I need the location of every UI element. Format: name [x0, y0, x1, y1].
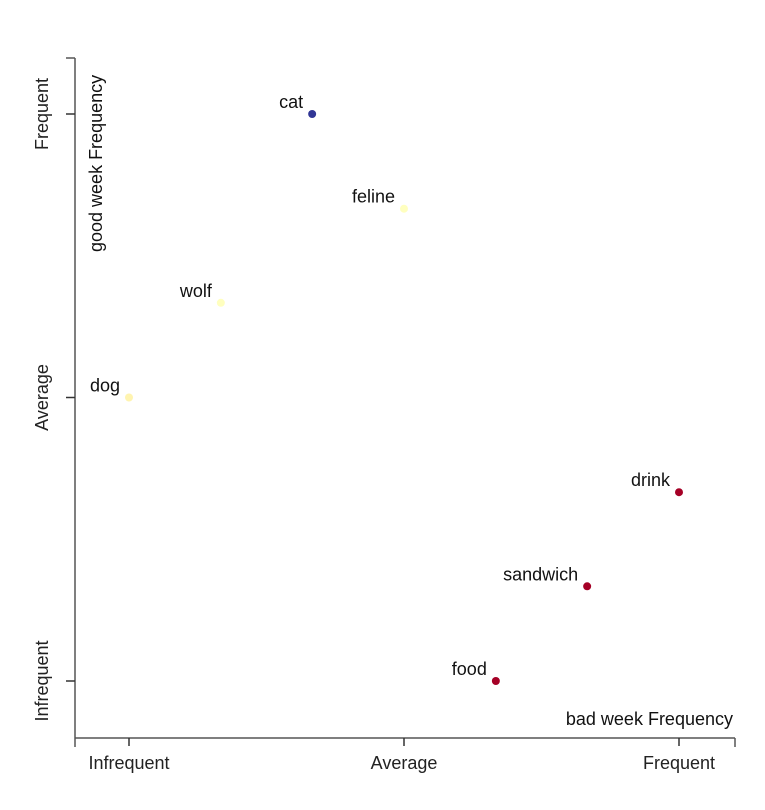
y-tick-label-1: Average: [32, 364, 52, 431]
point-dog: [125, 393, 133, 402]
y-axis-ticks: Infrequent Average Frequent: [32, 78, 75, 722]
point-feline: [400, 204, 408, 213]
x-axis-ticks: Infrequent Average Frequent: [88, 738, 715, 773]
x-tick-label-0: Infrequent: [88, 753, 169, 773]
x-tick-label-1: Average: [371, 753, 438, 773]
point-label-cat: cat: [279, 92, 303, 112]
point-label-dog: dog: [90, 376, 120, 396]
point-label-sandwich: sandwich: [503, 564, 578, 584]
point-drink: [675, 488, 683, 497]
x-axis-title: bad week Frequency: [566, 709, 733, 729]
data-points: cat feline wolf dog drink sandwich food: [90, 92, 683, 685]
point-label-drink: drink: [631, 470, 671, 490]
y-tick-label-0: Infrequent: [32, 640, 52, 721]
x-tick-label-2: Frequent: [643, 753, 715, 773]
point-wolf: [216, 298, 225, 307]
point-label-food: food: [452, 659, 487, 679]
point-food: [491, 677, 500, 685]
point-sandwich: [583, 582, 592, 591]
y-tick-label-2: Frequent: [32, 78, 52, 150]
y-axis-title: good week Frequency: [86, 75, 106, 252]
point-label-wolf: wolf: [179, 281, 213, 301]
point-label-feline: feline: [352, 187, 395, 207]
point-cat: [308, 110, 317, 118]
